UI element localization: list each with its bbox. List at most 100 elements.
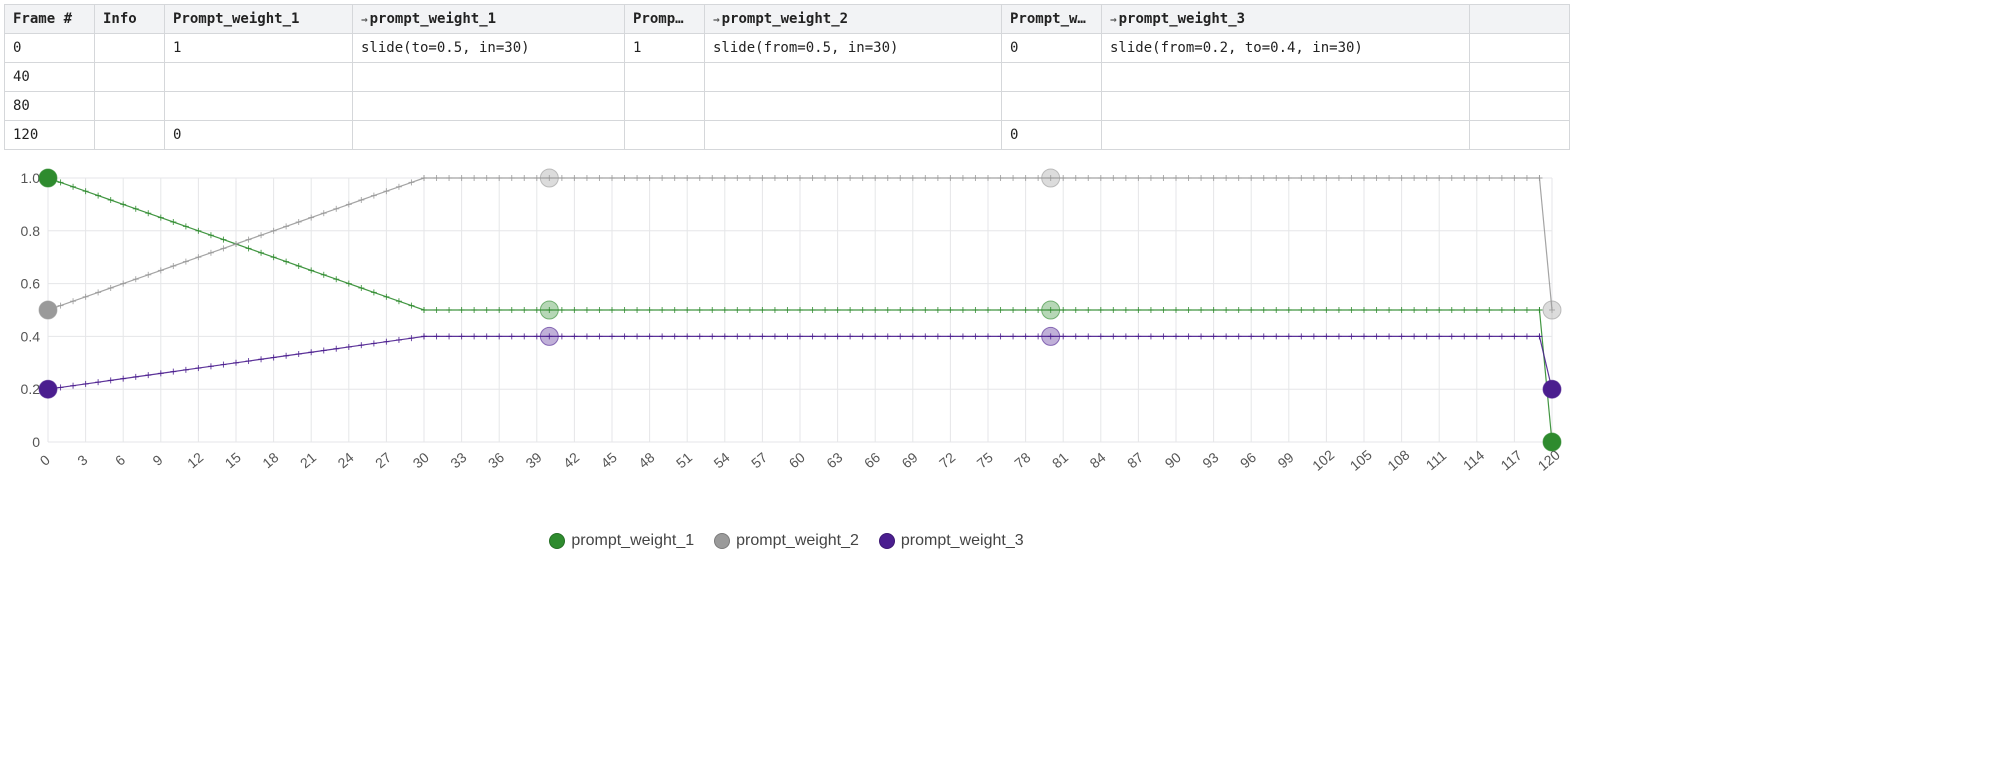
cell-blank[interactable] — [1470, 121, 1570, 150]
legend-dot-icon — [879, 533, 895, 549]
table-row[interactable]: 120 0 0 — [5, 121, 1570, 150]
legend-item-prompt_weight_3[interactable]: prompt_weight_3 — [879, 532, 1024, 550]
svg-text:0.2: 0.2 — [21, 381, 41, 397]
chart-legend: prompt_weight_1 prompt_weight_2 prompt_wei… — [4, 532, 1569, 554]
legend-label: prompt_weight_2 — [736, 532, 859, 550]
svg-text:90: 90 — [1162, 449, 1184, 471]
svg-text:18: 18 — [259, 449, 281, 471]
svg-text:57: 57 — [748, 449, 770, 471]
cell-frame[interactable]: 80 — [5, 92, 95, 121]
cell-pw3f[interactable]: slide(from=0.2, to=0.4, in=30) — [1102, 34, 1470, 63]
column-header-pw2[interactable]: Promp… — [625, 5, 705, 34]
cell-info[interactable] — [95, 34, 165, 63]
svg-text:81: 81 — [1049, 449, 1071, 471]
column-header-blank[interactable] — [1470, 5, 1570, 34]
svg-text:0: 0 — [37, 451, 53, 468]
svg-text:0: 0 — [32, 434, 40, 450]
cell-pw1f[interactable] — [353, 92, 625, 121]
svg-text:0.6: 0.6 — [21, 276, 41, 292]
svg-text:9: 9 — [149, 451, 165, 468]
cell-frame[interactable]: 40 — [5, 63, 95, 92]
cell-pw2f[interactable] — [705, 92, 1002, 121]
svg-text:1.0: 1.0 — [21, 170, 41, 186]
svg-text:87: 87 — [1124, 449, 1146, 471]
keyframe-table[interactable]: Frame #InfoPrompt_weight_1prompt_weight_… — [4, 4, 1570, 150]
cell-pw3f[interactable] — [1102, 63, 1470, 92]
cell-pw2[interactable] — [625, 121, 705, 150]
legend-dot-icon — [549, 533, 565, 549]
svg-text:117: 117 — [1497, 447, 1525, 474]
cell-pw3[interactable] — [1002, 63, 1102, 92]
column-header-frame[interactable]: Frame # — [5, 5, 95, 34]
cell-frame[interactable]: 0 — [5, 34, 95, 63]
svg-text:66: 66 — [861, 449, 883, 471]
cell-pw3f[interactable] — [1102, 121, 1470, 150]
svg-text:0.4: 0.4 — [21, 328, 41, 344]
cell-pw1[interactable] — [165, 63, 353, 92]
cell-pw3f[interactable] — [1102, 92, 1470, 121]
cell-pw1f[interactable] — [353, 121, 625, 150]
svg-text:111: 111 — [1423, 447, 1450, 473]
cell-pw2f[interactable] — [705, 121, 1002, 150]
svg-text:75: 75 — [974, 449, 996, 471]
column-header-pw2f[interactable]: prompt_weight_2 — [705, 5, 1002, 34]
cell-pw2f[interactable]: slide(from=0.5, in=30) — [705, 34, 1002, 63]
cell-blank[interactable] — [1470, 92, 1570, 121]
svg-text:63: 63 — [823, 449, 845, 471]
column-header-pw1[interactable]: Prompt_weight_1 — [165, 5, 353, 34]
svg-text:96: 96 — [1237, 449, 1259, 471]
legend-label: prompt_weight_3 — [901, 532, 1024, 550]
cell-frame[interactable]: 120 — [5, 121, 95, 150]
cell-info[interactable] — [95, 121, 165, 150]
table-row[interactable]: 80 — [5, 92, 1570, 121]
table-row[interactable]: 01slide(to=0.5, in=30)1slide(from=0.5, i… — [5, 34, 1570, 63]
svg-text:60: 60 — [786, 449, 808, 471]
cell-pw3[interactable]: 0 — [1002, 34, 1102, 63]
svg-text:39: 39 — [522, 449, 544, 471]
legend-label: prompt_weight_1 — [571, 532, 694, 550]
svg-text:48: 48 — [635, 449, 657, 471]
legend-item-prompt_weight_1[interactable]: prompt_weight_1 — [549, 532, 694, 550]
svg-text:105: 105 — [1347, 446, 1375, 473]
column-header-info[interactable]: Info — [95, 5, 165, 34]
svg-text:69: 69 — [898, 449, 920, 471]
svg-text:24: 24 — [334, 449, 356, 471]
legend-dot-icon — [714, 533, 730, 549]
svg-text:27: 27 — [372, 449, 394, 471]
svg-text:30: 30 — [410, 449, 432, 471]
svg-text:93: 93 — [1199, 449, 1221, 471]
cell-pw1[interactable] — [165, 92, 353, 121]
column-header-pw1f[interactable]: prompt_weight_1 — [353, 5, 625, 34]
svg-text:3: 3 — [74, 451, 90, 468]
cell-pw1[interactable]: 0 — [165, 121, 353, 150]
cell-blank[interactable] — [1470, 34, 1570, 63]
cell-pw2[interactable] — [625, 92, 705, 121]
cell-pw1f[interactable] — [353, 63, 625, 92]
column-header-pw3[interactable]: Prompt_w… — [1002, 5, 1102, 34]
legend-item-prompt_weight_2[interactable]: prompt_weight_2 — [714, 532, 859, 550]
svg-text:15: 15 — [222, 449, 244, 471]
svg-text:102: 102 — [1309, 446, 1337, 473]
cell-info[interactable] — [95, 63, 165, 92]
svg-text:54: 54 — [710, 449, 732, 471]
cell-blank[interactable] — [1470, 63, 1570, 92]
svg-text:12: 12 — [184, 449, 206, 471]
cell-pw2[interactable] — [625, 63, 705, 92]
svg-text:42: 42 — [560, 449, 582, 471]
cell-pw1[interactable]: 1 — [165, 34, 353, 63]
chart-container: 00.20.40.60.81.0036912151821242730333639… — [4, 162, 1569, 554]
cell-pw3[interactable] — [1002, 92, 1102, 121]
column-header-pw3f[interactable]: prompt_weight_3 — [1102, 5, 1470, 34]
cell-pw3[interactable]: 0 — [1002, 121, 1102, 150]
svg-text:78: 78 — [1011, 449, 1033, 471]
cell-pw1f[interactable]: slide(to=0.5, in=30) — [353, 34, 625, 63]
svg-text:21: 21 — [297, 449, 319, 471]
svg-text:36: 36 — [485, 449, 507, 471]
cell-pw2[interactable]: 1 — [625, 34, 705, 63]
cell-pw2f[interactable] — [705, 63, 1002, 92]
svg-text:6: 6 — [112, 451, 128, 468]
svg-text:72: 72 — [936, 449, 958, 471]
svg-text:114: 114 — [1460, 447, 1488, 474]
cell-info[interactable] — [95, 92, 165, 121]
table-row[interactable]: 40 — [5, 63, 1570, 92]
